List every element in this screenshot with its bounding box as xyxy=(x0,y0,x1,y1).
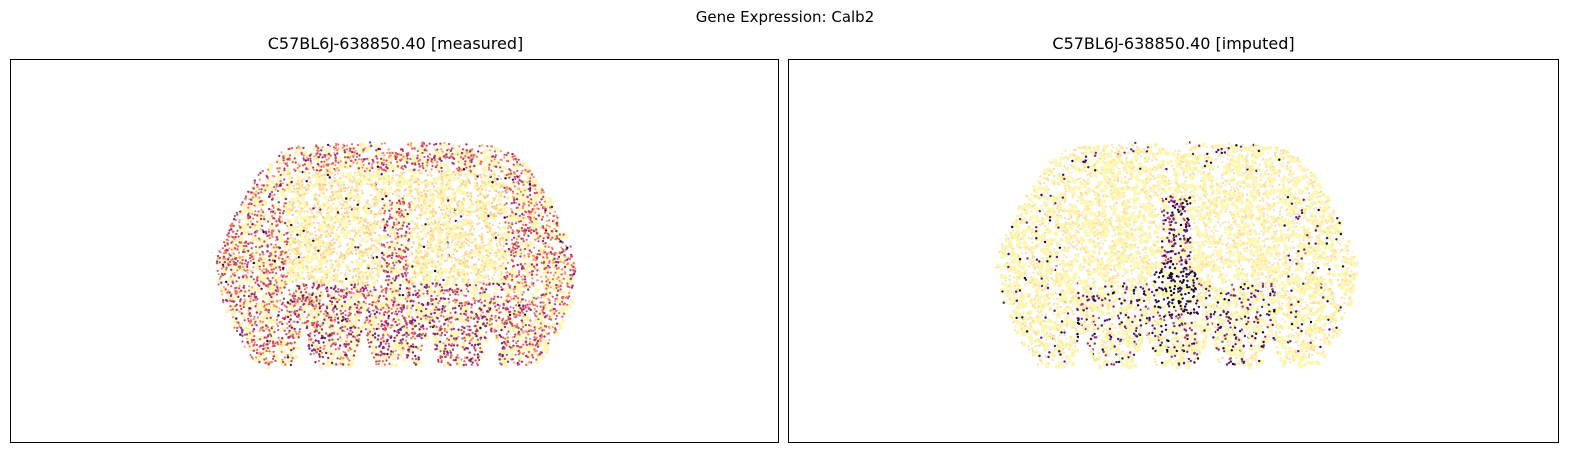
figure-suptitle: Gene Expression: Calb2 xyxy=(695,8,875,26)
scatter-plot-measured xyxy=(215,141,577,369)
scatter-plot-imputed xyxy=(995,141,1359,369)
brain-section-points xyxy=(215,141,577,369)
panel-title-measured: C57BL6J-638850.40 [measured] xyxy=(267,34,524,53)
panel-title-imputed: C57BL6J-638850.40 [imputed] xyxy=(1052,34,1295,53)
scatter-panel-measured xyxy=(10,59,779,443)
scatter-panel-imputed xyxy=(788,59,1559,443)
brain-section-points xyxy=(995,141,1359,369)
